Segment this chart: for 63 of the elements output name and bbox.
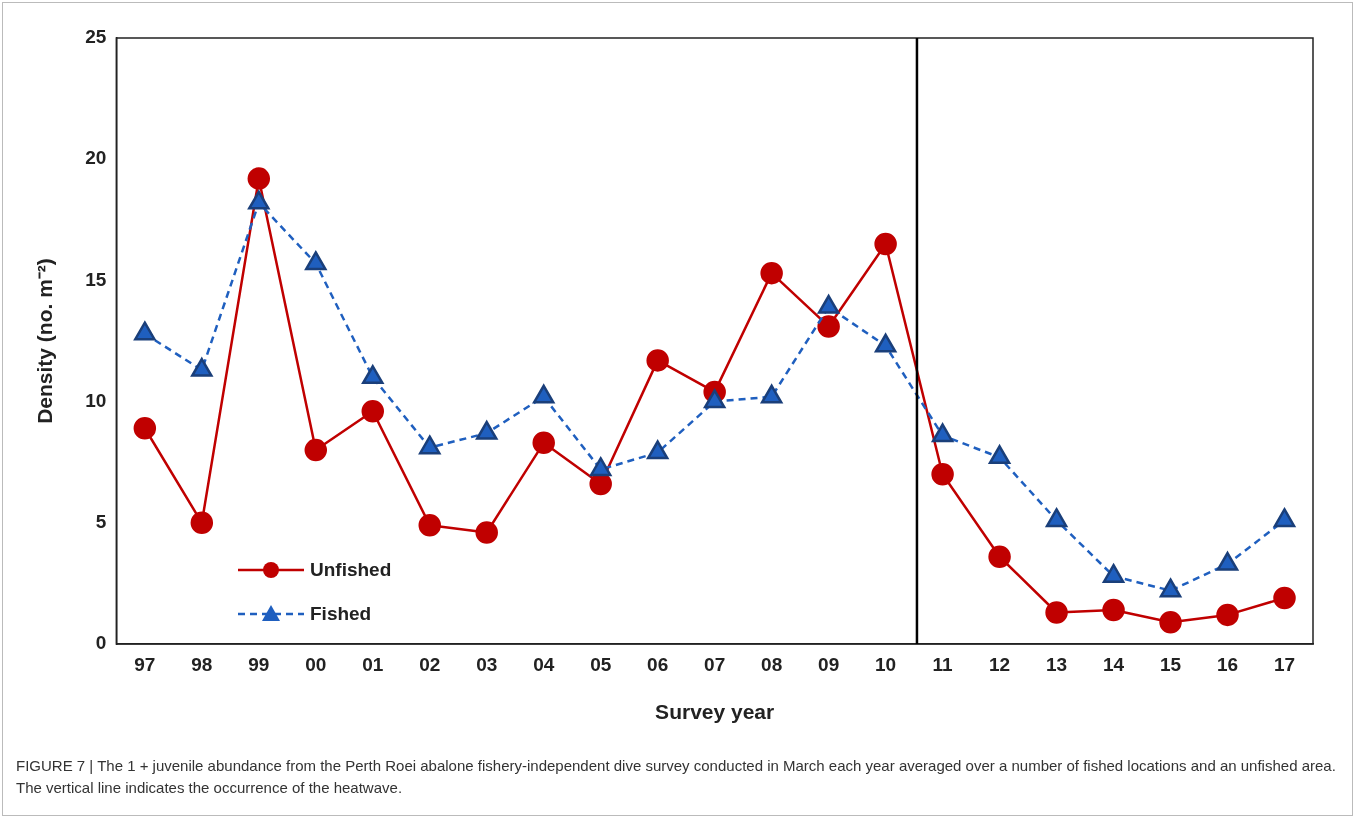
- x-tick-label: 12: [989, 653, 1011, 675]
- point: [248, 190, 270, 210]
- legend-label: Unfished: [310, 559, 392, 581]
- x-axis-title: Survey year: [655, 700, 775, 724]
- x-tick-label: 17: [1273, 653, 1296, 675]
- point: [532, 431, 555, 455]
- x-tick-label: 08: [761, 653, 783, 675]
- y-tick-label: 25: [85, 26, 107, 48]
- x-tick-label: 04: [533, 653, 555, 675]
- x-tick-label: 99: [248, 653, 270, 675]
- point: [361, 365, 384, 385]
- point: [418, 513, 441, 537]
- x-tick-label: 97: [134, 653, 156, 675]
- point: [190, 511, 214, 535]
- point: [988, 545, 1011, 568]
- point: [988, 445, 1011, 465]
- x-tick-label: 02: [419, 653, 441, 675]
- point: [760, 384, 783, 404]
- x-tick-label: 01: [362, 653, 384, 675]
- point: [646, 440, 669, 460]
- point: [1159, 610, 1182, 634]
- point: [475, 420, 498, 440]
- point: [931, 463, 954, 486]
- point: [931, 423, 954, 443]
- x-tick-label: 16: [1216, 653, 1239, 675]
- point: [134, 321, 156, 341]
- x-tick-label: 03: [476, 653, 498, 675]
- x-tick-label: 10: [875, 653, 897, 675]
- point: [305, 251, 327, 271]
- point: [817, 294, 840, 314]
- point: [1216, 603, 1239, 627]
- x-tick-label: 09: [818, 653, 840, 675]
- x-tick-label: 06: [647, 653, 669, 675]
- legend-label: Fished: [310, 603, 372, 625]
- point: [133, 417, 157, 440]
- point: [1102, 598, 1125, 622]
- point: [703, 389, 726, 409]
- x-tick-label: 14: [1102, 653, 1125, 675]
- x-tick-label: 00: [305, 653, 327, 675]
- x-tick-label: 15: [1159, 653, 1182, 675]
- point: [418, 435, 441, 455]
- point: [1273, 586, 1296, 610]
- y-tick-label: 0: [95, 632, 107, 654]
- caption: FIGURE 7 | The 1 + juvenile abundance from the Perth Roei abalone fishery-independent dive survey conducted in March each year averaged over a number of fished locations and an unfished area. The vertical line indicates the occurrence of the heatwave.: [16, 756, 1336, 798]
- point: [589, 457, 612, 477]
- y-axis-title: Density (no. m⁻²): [33, 258, 57, 424]
- x-tick-label: 11: [932, 653, 954, 675]
- y-tick-label: 15: [85, 268, 107, 290]
- y-tick-label: 5: [95, 511, 107, 533]
- x-tick-label: 05: [590, 653, 612, 675]
- point: [874, 333, 897, 353]
- point: [532, 384, 555, 404]
- x-tick-label: 13: [1046, 653, 1068, 675]
- x-tick-label: 07: [704, 653, 726, 675]
- point: [1045, 601, 1068, 624]
- point: [1045, 508, 1068, 528]
- point: [1273, 508, 1296, 528]
- y-tick-label: 20: [85, 147, 107, 169]
- point: [191, 357, 213, 377]
- y-tick-label: 10: [85, 389, 107, 411]
- point: [475, 521, 498, 544]
- point: [304, 438, 328, 462]
- x-tick-label: 98: [191, 653, 213, 675]
